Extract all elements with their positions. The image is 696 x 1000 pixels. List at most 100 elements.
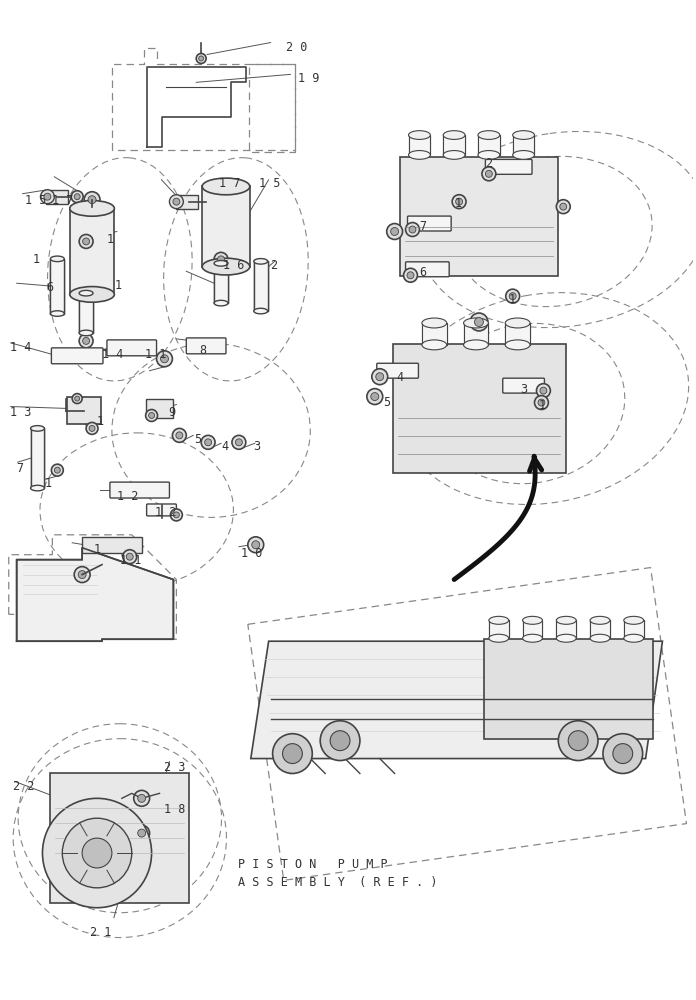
Text: 2: 2 bbox=[485, 157, 492, 170]
Circle shape bbox=[218, 256, 225, 263]
Text: 1: 1 bbox=[33, 253, 40, 266]
Ellipse shape bbox=[70, 201, 114, 216]
Circle shape bbox=[470, 313, 488, 331]
Text: 1: 1 bbox=[509, 293, 516, 306]
Bar bbox=[79, 293, 93, 333]
Circle shape bbox=[540, 387, 547, 394]
Circle shape bbox=[372, 369, 388, 385]
Circle shape bbox=[558, 721, 598, 761]
Ellipse shape bbox=[513, 151, 535, 159]
Circle shape bbox=[176, 432, 183, 439]
Text: 1: 1 bbox=[539, 399, 546, 412]
Circle shape bbox=[248, 537, 264, 553]
FancyBboxPatch shape bbox=[503, 378, 544, 393]
Text: 2: 2 bbox=[271, 259, 278, 272]
Bar bbox=[443, 135, 465, 155]
Bar bbox=[624, 620, 644, 638]
Circle shape bbox=[330, 731, 350, 751]
Ellipse shape bbox=[478, 131, 500, 139]
Bar bbox=[523, 620, 542, 638]
Circle shape bbox=[283, 744, 302, 764]
Circle shape bbox=[161, 355, 168, 363]
Ellipse shape bbox=[422, 318, 447, 328]
Ellipse shape bbox=[214, 261, 228, 266]
Text: 8: 8 bbox=[199, 344, 206, 357]
Ellipse shape bbox=[31, 485, 45, 491]
Ellipse shape bbox=[464, 318, 489, 328]
Ellipse shape bbox=[489, 616, 509, 624]
Bar bbox=[556, 620, 576, 638]
Bar bbox=[254, 261, 268, 311]
Circle shape bbox=[537, 384, 551, 398]
FancyBboxPatch shape bbox=[408, 216, 451, 231]
Circle shape bbox=[44, 193, 51, 200]
FancyBboxPatch shape bbox=[187, 338, 226, 354]
Circle shape bbox=[387, 224, 402, 239]
Ellipse shape bbox=[624, 616, 644, 624]
FancyBboxPatch shape bbox=[147, 504, 176, 516]
Circle shape bbox=[482, 167, 496, 181]
Bar bbox=[505, 323, 530, 345]
Circle shape bbox=[535, 396, 548, 410]
Circle shape bbox=[71, 191, 83, 203]
Bar bbox=[31, 428, 45, 488]
Ellipse shape bbox=[443, 151, 465, 159]
Bar bbox=[464, 323, 489, 345]
Circle shape bbox=[149, 412, 155, 418]
Ellipse shape bbox=[254, 308, 268, 314]
Ellipse shape bbox=[505, 340, 530, 350]
Circle shape bbox=[126, 553, 133, 560]
Text: 2 0: 2 0 bbox=[285, 41, 307, 54]
Circle shape bbox=[54, 467, 61, 473]
Ellipse shape bbox=[409, 131, 430, 139]
Text: 1 1: 1 1 bbox=[145, 348, 166, 361]
Circle shape bbox=[613, 744, 633, 764]
Circle shape bbox=[198, 56, 204, 61]
Circle shape bbox=[157, 351, 173, 367]
Bar bbox=[489, 620, 509, 638]
Bar bbox=[214, 263, 228, 303]
Circle shape bbox=[78, 571, 86, 579]
Circle shape bbox=[252, 541, 260, 549]
Circle shape bbox=[169, 195, 183, 209]
Circle shape bbox=[88, 196, 96, 204]
FancyBboxPatch shape bbox=[393, 344, 567, 473]
Circle shape bbox=[201, 435, 215, 449]
Circle shape bbox=[404, 268, 418, 282]
Circle shape bbox=[556, 200, 570, 214]
Circle shape bbox=[79, 334, 93, 348]
Circle shape bbox=[390, 228, 399, 235]
Polygon shape bbox=[17, 548, 173, 641]
Circle shape bbox=[40, 190, 54, 204]
Text: 1 1: 1 1 bbox=[120, 554, 141, 567]
Bar bbox=[202, 186, 250, 267]
Circle shape bbox=[376, 373, 383, 381]
Ellipse shape bbox=[624, 634, 644, 642]
Circle shape bbox=[173, 428, 187, 442]
Ellipse shape bbox=[513, 131, 535, 139]
Bar bbox=[409, 135, 430, 155]
Ellipse shape bbox=[590, 616, 610, 624]
Bar bbox=[422, 323, 447, 345]
Text: P I S T O N   P U M P: P I S T O N P U M P bbox=[238, 858, 388, 871]
Text: 1 7: 1 7 bbox=[52, 194, 74, 207]
Text: 2 2: 2 2 bbox=[13, 780, 34, 793]
Circle shape bbox=[407, 272, 414, 279]
Circle shape bbox=[134, 790, 150, 806]
Circle shape bbox=[509, 293, 516, 300]
Ellipse shape bbox=[523, 616, 542, 624]
FancyBboxPatch shape bbox=[145, 399, 173, 418]
Circle shape bbox=[560, 203, 567, 210]
Ellipse shape bbox=[50, 256, 64, 262]
Circle shape bbox=[74, 567, 90, 583]
Text: 1 5: 1 5 bbox=[24, 194, 46, 207]
Text: 5: 5 bbox=[383, 396, 390, 409]
Bar bbox=[50, 259, 64, 314]
Bar bbox=[484, 639, 653, 739]
Circle shape bbox=[82, 838, 112, 868]
FancyBboxPatch shape bbox=[107, 340, 157, 356]
Circle shape bbox=[367, 389, 383, 405]
Ellipse shape bbox=[70, 287, 114, 302]
Text: 6: 6 bbox=[47, 281, 54, 294]
Text: 7: 7 bbox=[17, 462, 24, 475]
